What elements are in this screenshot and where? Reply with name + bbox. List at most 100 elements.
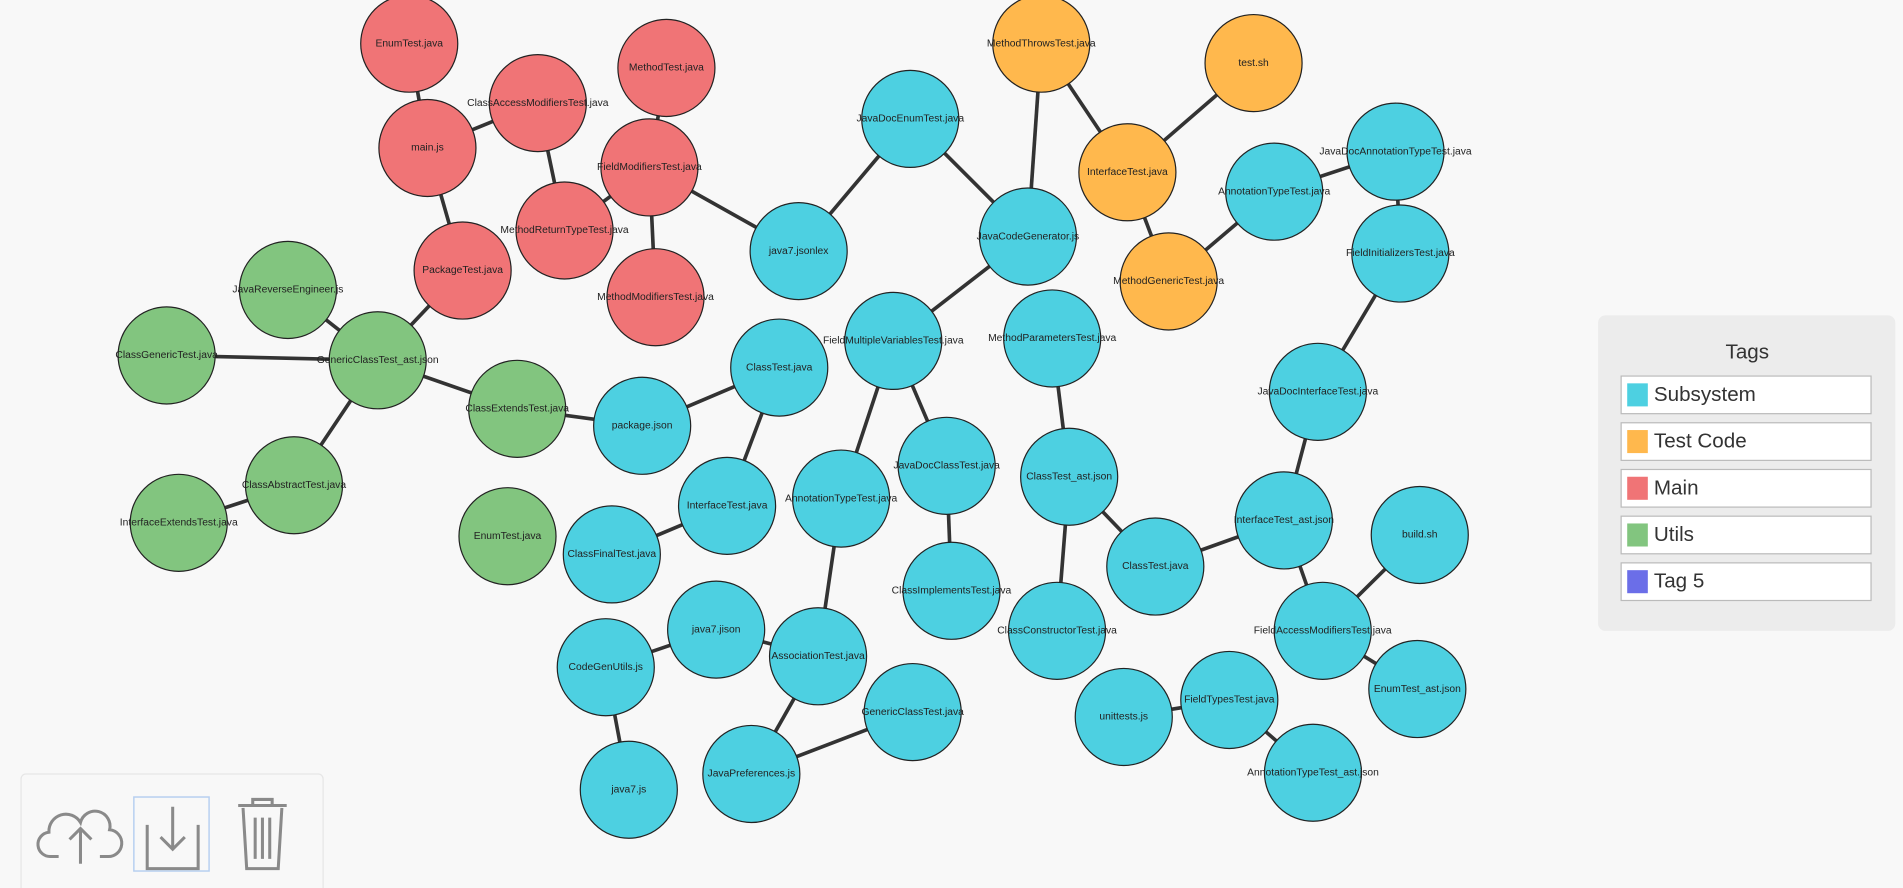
- node-label: EnumTest_ast.json: [1374, 684, 1461, 695]
- node-label: JavaDocAnnotationTypeTest.java: [1319, 146, 1472, 157]
- node[interactable]: JavaDocClassTest.java: [893, 416, 1000, 515]
- node[interactable]: ClassImplementsTest.java: [892, 541, 1012, 640]
- node[interactable]: EnumTest_ast.json: [1368, 639, 1467, 739]
- node[interactable]: JavaDocEnumTest.java: [856, 69, 964, 169]
- node-label: AnnotationTypeTest.java: [1218, 186, 1330, 197]
- node[interactable]: AssociationTest.java: [768, 607, 868, 706]
- node[interactable]: ClassTest.java: [730, 318, 829, 417]
- node[interactable]: java7.jison: [667, 580, 766, 679]
- node[interactable]: FieldAccessModifiersTest.java: [1254, 581, 1392, 680]
- node-label: InterfaceExtendsTest.java: [120, 518, 238, 529]
- node-circle: [378, 98, 477, 198]
- node-label: java7.jison: [691, 624, 741, 635]
- node[interactable]: InterfaceTest.java: [1078, 123, 1177, 222]
- node-circle: [863, 662, 962, 762]
- node[interactable]: MethodThrowsTest.java: [987, 0, 1096, 93]
- node-circle: [1268, 342, 1367, 441]
- node[interactable]: JavaReverseEngineer.js: [232, 240, 343, 340]
- node-circle: [488, 53, 587, 153]
- node[interactable]: ClassGenericTest.java: [115, 306, 218, 405]
- node-circle: [667, 580, 766, 679]
- node-label: ClassTest.java: [1122, 561, 1189, 572]
- tag-box: [1620, 468, 1872, 508]
- tag-name: Tag 5: [1654, 570, 1704, 593]
- tag-item[interactable]: Test Code: [1620, 422, 1872, 461]
- tag-name: Subsystem: [1654, 383, 1756, 406]
- tag-box: [1620, 515, 1872, 555]
- tag-item[interactable]: Tag 5: [1620, 562, 1872, 602]
- delete-button[interactable]: [238, 797, 287, 871]
- node[interactable]: AnnotationTypeTest.java: [1218, 142, 1331, 241]
- node-circle: [749, 201, 848, 301]
- node[interactable]: package.json: [593, 376, 692, 475]
- node-circle: [413, 221, 512, 320]
- node-circle: [844, 291, 943, 391]
- node-label: JavaDocInterfaceTest.java: [1257, 387, 1378, 398]
- node[interactable]: main.js: [378, 98, 477, 198]
- node-label: ClassExtendsTest.java: [465, 404, 569, 415]
- node-circle: [360, 0, 459, 93]
- node[interactable]: build.sh: [1370, 485, 1469, 585]
- node[interactable]: MethodGenericTest.java: [1113, 232, 1224, 331]
- node-label: ClassGenericTest.java: [115, 350, 218, 361]
- node[interactable]: EnumTest.java: [458, 487, 557, 586]
- node-circle: [328, 311, 427, 410]
- node-circle: [1119, 232, 1218, 331]
- node[interactable]: MethodReturnTypeTest.java: [500, 181, 629, 280]
- node-circle: [1106, 517, 1205, 616]
- node-label: AssociationTest.java: [771, 651, 865, 662]
- legend: Tags Subsystem Test Code Main Utils Tag 5: [1598, 315, 1896, 631]
- node[interactable]: InterfaceExtendsTest.java: [120, 473, 238, 572]
- node[interactable]: ClassAbstractTest.java: [242, 436, 346, 535]
- node-label: GenericClassTest.java: [861, 707, 964, 718]
- download-button[interactable]: [133, 796, 210, 872]
- node[interactable]: JavaCodeGenerator.js: [977, 187, 1079, 286]
- node[interactable]: ClassFinalTest.java: [562, 505, 661, 604]
- node-circle: [1204, 13, 1303, 113]
- upload-button[interactable]: [36, 809, 124, 864]
- node[interactable]: PackageTest.java: [413, 221, 512, 320]
- node[interactable]: GenericClassTest_ast.json: [317, 311, 439, 410]
- node[interactable]: unittests.js: [1074, 667, 1173, 767]
- node[interactable]: InterfaceTest.java: [677, 456, 777, 555]
- node-label: FieldTypesTest.java: [1184, 695, 1275, 706]
- node[interactable]: ClassExtendsTest.java: [465, 359, 569, 458]
- tag-swatch: [1627, 523, 1648, 547]
- node[interactable]: ClassTest.java: [1106, 517, 1205, 616]
- node[interactable]: JavaDocInterfaceTest.java: [1257, 342, 1379, 441]
- node[interactable]: GenericClassTest.java: [861, 662, 964, 762]
- node[interactable]: FieldTypesTest.java: [1180, 650, 1279, 750]
- node[interactable]: ClassConstructorTest.java: [997, 581, 1117, 680]
- node[interactable]: CodeGenUtils.js: [556, 618, 655, 717]
- node[interactable]: MethodModifiersTest.java: [597, 248, 714, 347]
- nodes: EnumTest.java ClassAccessModifiersTest.ja…: [115, 0, 1472, 839]
- tag-swatch: [1627, 476, 1648, 500]
- node[interactable]: java7.jsonlex: [749, 201, 848, 301]
- node[interactable]: FieldMultipleVariablesTest.java: [823, 291, 964, 391]
- tag-name: Utils: [1654, 523, 1694, 546]
- node[interactable]: FieldModifiersTest.java: [597, 118, 702, 217]
- node[interactable]: JavaPreferences.js: [702, 724, 801, 824]
- tag-box: [1620, 375, 1872, 415]
- tag-item[interactable]: Utils: [1620, 515, 1872, 555]
- tag-item[interactable]: Main: [1620, 468, 1872, 508]
- node-circle: [244, 436, 344, 535]
- node-label: MethodModifiersTest.java: [597, 292, 714, 303]
- node[interactable]: ClassTest_ast.json: [1020, 427, 1119, 526]
- node[interactable]: java7.js: [579, 740, 678, 839]
- node[interactable]: EnumTest.java: [360, 0, 459, 93]
- node[interactable]: test.sh: [1204, 13, 1303, 113]
- node[interactable]: MethodParametersTest.java: [988, 289, 1117, 388]
- node[interactable]: ClassAccessModifiersTest.java: [467, 53, 609, 153]
- node[interactable]: FieldInitializersTest.java: [1346, 204, 1455, 303]
- node[interactable]: AnnotationTypeTest.java: [785, 449, 897, 548]
- node-label: JavaReverseEngineer.js: [232, 285, 343, 296]
- node-label: JavaDocEnumTest.java: [856, 114, 964, 125]
- node[interactable]: MethodTest.java: [617, 18, 716, 118]
- node[interactable]: AnnotationTypeTest_ast.json: [1247, 723, 1379, 822]
- node[interactable]: InterfaceTest_ast.json: [1234, 471, 1334, 570]
- node[interactable]: JavaDocAnnotationTypeTest.java: [1319, 102, 1472, 201]
- tag-item[interactable]: Subsystem: [1620, 375, 1872, 415]
- node-label: CodeGenUtils.js: [569, 662, 643, 673]
- node-circle: [1368, 639, 1467, 739]
